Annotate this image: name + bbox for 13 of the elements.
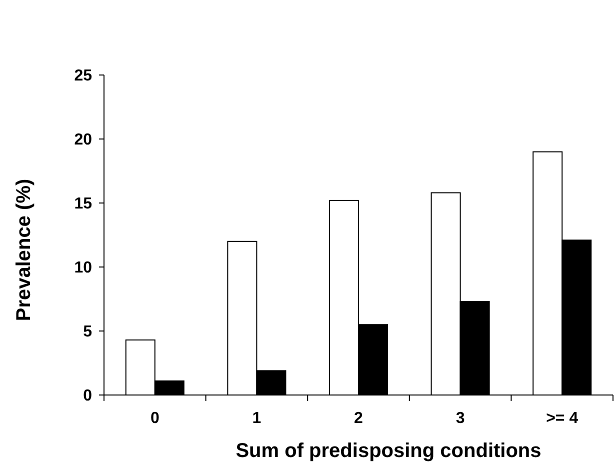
y-axis-title: Prevalence (%) [13,178,35,322]
x-tick-label: 0 [150,410,160,427]
y-tick-label: 5 [83,324,92,341]
y-tick-label: 20 [74,132,92,149]
y-tick-label: 0 [83,388,92,405]
y-tick-label: 15 [74,196,92,213]
x-axis-title: Sum of predisposing conditions [236,440,542,462]
x-tick-label: >= 4 [546,410,578,427]
y-tick-label: 25 [74,68,92,85]
y-tick-label: 10 [74,260,92,277]
x-tick-label: 1 [252,410,262,427]
x-tick-label: 3 [456,410,465,427]
x-tick-label: 2 [354,410,364,427]
